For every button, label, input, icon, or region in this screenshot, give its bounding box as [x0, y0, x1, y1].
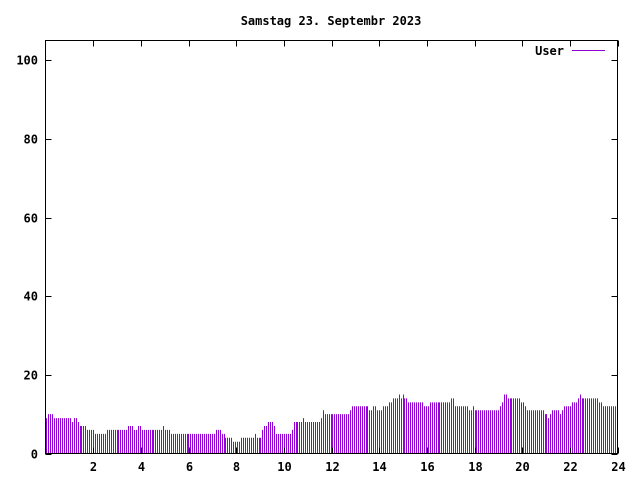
x-tick-label: 10: [277, 460, 291, 474]
y-tick-label: 80: [24, 133, 38, 147]
y-tick-label: 40: [24, 290, 38, 304]
y-tick-label: 60: [24, 212, 38, 226]
x-tick-label: 4: [138, 460, 145, 474]
x-tick-label: 22: [563, 460, 577, 474]
chart-title: Samstag 23. Septembr 2023: [241, 14, 422, 28]
x-tick-label: 20: [515, 460, 529, 474]
legend-label-user: User: [535, 44, 564, 58]
bar-series: [46, 394, 618, 454]
x-tick-label: 6: [186, 460, 193, 474]
y-axis: 0 20 40 60 80 100: [16, 54, 618, 462]
x-tick-label: 24: [611, 460, 625, 474]
legend: User: [535, 44, 605, 58]
x-tick-label: 16: [420, 460, 434, 474]
x-tick-label: 8: [233, 460, 240, 474]
y-tick-label: 100: [16, 54, 38, 68]
x-axis: 2 4 6 8 10 12 14 16 18 20 22 24: [90, 40, 626, 474]
x-tick-label: 2: [90, 460, 97, 474]
y-tick-label: 0: [31, 448, 38, 462]
y-tick-label: 20: [24, 369, 38, 383]
x-tick-label: 14: [372, 460, 386, 474]
plot-frame: [45, 40, 618, 454]
x-tick-label: 12: [325, 460, 339, 474]
x-tick-label: 18: [468, 460, 482, 474]
